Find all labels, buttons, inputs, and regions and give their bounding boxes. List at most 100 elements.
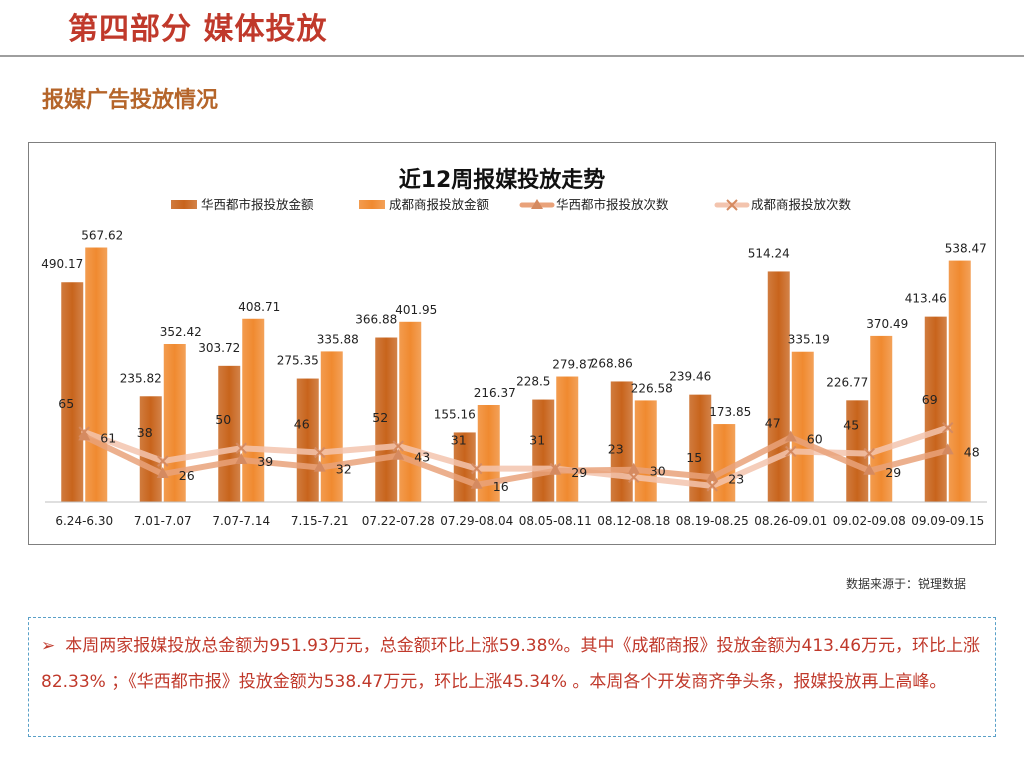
legend-label-1: 成都商报投放金额 [389,197,490,212]
series-label-3-4: 52 [372,410,388,425]
bar-chengdu-10 [870,335,893,502]
bar-chengdu-label-9: 335.19 [788,333,830,347]
bar-huaxi-label-11: 413.46 [905,292,947,306]
bullet-icon: ➢ [41,636,56,656]
series-label-3-1: 38 [137,425,153,440]
bar-huaxi-label-7: 268.86 [591,356,633,370]
series-marker-2-9 [784,430,797,442]
bar-chengdu-9 [791,351,814,502]
bar-huaxi-label-10: 226.77 [826,375,868,389]
legend-label-2: 华西都市报投放次数 [556,197,669,212]
series-marker-3-4 [392,440,404,452]
x-tick-label-5: 07.29-08.04 [440,514,513,528]
series-marker-3-1 [157,455,169,467]
series-label-2-8: 23 [728,471,744,486]
bar-chengdu-label-4: 401.95 [395,303,437,317]
bar-chengdu-label-1: 352.42 [160,325,202,339]
bar-chengdu-6 [556,376,579,502]
bar-chengdu-4 [399,321,422,502]
x-tick-label-3: 7.15-7.21 [291,514,349,528]
title-divider [0,55,1024,57]
series-label-2-6: 29 [571,465,587,480]
series-label-3-7: 23 [608,441,624,456]
x-tick-label-1: 7.01-7.07 [134,514,192,528]
bar-chengdu-label-0: 567.62 [81,229,123,243]
bar-huaxi-3 [296,378,319,502]
chart-frame: 近12周报媒投放走势 华西都市报投放金额 成都商报投放金额 华西都市报投放次数 成都商报… [28,142,996,545]
series-marker-2-4 [392,448,405,460]
x-tick-label-0: 6.24-6.30 [55,514,113,528]
bar-chengdu-label-10: 370.49 [866,317,908,331]
series-label-2-3: 32 [336,462,352,477]
series-line-2 [81,433,951,488]
series-marker-3-11 [942,422,954,434]
series-marker-2-0 [78,429,91,441]
bar-chengdu-7 [634,400,657,502]
bar-chengdu-0 [85,247,108,502]
x-tick-label-2: 7.07-7.14 [212,514,270,528]
series-label-3-8: 15 [686,450,702,465]
chart-title: 近12周报媒投放走势 [399,167,606,193]
x-tick-label-10: 09.02-09.08 [833,514,906,528]
bar-huaxi-9 [767,271,790,502]
series-marker-2-10 [863,463,876,475]
source-note: 数据来源于：锐理数据 [845,577,966,591]
section-title: 报媒广告投放情况 [42,88,219,113]
series-label-2-4: 43 [414,450,430,465]
series-label-2-11: 48 [964,444,980,459]
x-tick-label-9: 08.26-09.01 [754,514,827,528]
series-marker-3-3 [314,446,326,459]
bar-huaxi-label-5: 155.16 [434,407,476,421]
series-label-2-1: 26 [179,468,195,483]
bar-chengdu-label-3: 335.88 [317,332,359,346]
series-marker-2-5 [470,477,483,489]
series-marker-2-2 [235,453,248,465]
series-marker-2-11 [941,443,954,455]
bar-huaxi-label-3: 275.35 [277,354,319,368]
x-tick-label-6: 08.05-08.11 [519,514,592,528]
legend-marker-3 [726,199,738,211]
bar-huaxi-6 [532,399,555,502]
bar-huaxi-label-4: 366.88 [355,313,397,327]
bar-chengdu-label-8: 173.85 [709,405,751,419]
bar-huaxi-1 [139,396,162,502]
series-marker-3-7 [628,471,640,483]
series-marker-3-10 [863,447,875,460]
bar-huaxi-2 [218,365,241,502]
x-tick-label-11: 09.09-09.15 [911,514,984,528]
bar-chengdu-label-7: 226.58 [631,381,673,395]
bar-chengdu-2 [242,318,265,502]
series-marker-3-5 [471,462,483,475]
bar-chengdu-11 [948,260,971,502]
x-tick-label-4: 07.22-07.28 [362,514,435,528]
page-title: 第四部分 媒体投放 [68,12,328,47]
bar-chengdu-5 [477,404,500,502]
bar-chengdu-label-2: 408.71 [238,300,280,314]
legend-swatch-0 [171,200,197,209]
series-label-3-5: 31 [451,433,467,448]
bar-chengdu-3 [320,351,343,502]
legend-swatch-1 [359,200,385,209]
x-tick-label-8: 08.19-08.25 [676,514,749,528]
legend-marker-2 [531,199,543,209]
summary-box: ➢ 本周两家报媒投放总金额为951.93万元，总金额环比上涨59.38%。其中《成… [28,617,996,737]
series-marker-2-3 [313,460,326,472]
series-label-2-9: 60 [807,431,823,446]
series-label-2-7: 30 [650,464,666,479]
series-label-2-2: 39 [257,454,273,469]
bar-huaxi-label-8: 239.46 [669,370,711,384]
bar-huaxi-label-9: 514.24 [748,246,790,260]
series-label-2-0: 61 [100,430,116,445]
series-label-3-9: 47 [765,415,781,430]
bar-huaxi-label-0: 490.17 [41,257,83,271]
series-marker-2-6 [549,463,562,475]
series-label-2-10: 29 [885,465,901,480]
legend-label-3: 成都商报投放次数 [751,197,852,212]
x-tick-label-7: 08.12-08.18 [597,514,670,528]
series-label-2-5: 16 [493,479,509,494]
bar-chengdu-label-6: 279.87 [552,358,594,372]
series-label-3-6: 31 [529,433,545,448]
series-marker-3-2 [235,442,247,454]
bar-chengdu-label-11: 538.47 [945,242,987,256]
